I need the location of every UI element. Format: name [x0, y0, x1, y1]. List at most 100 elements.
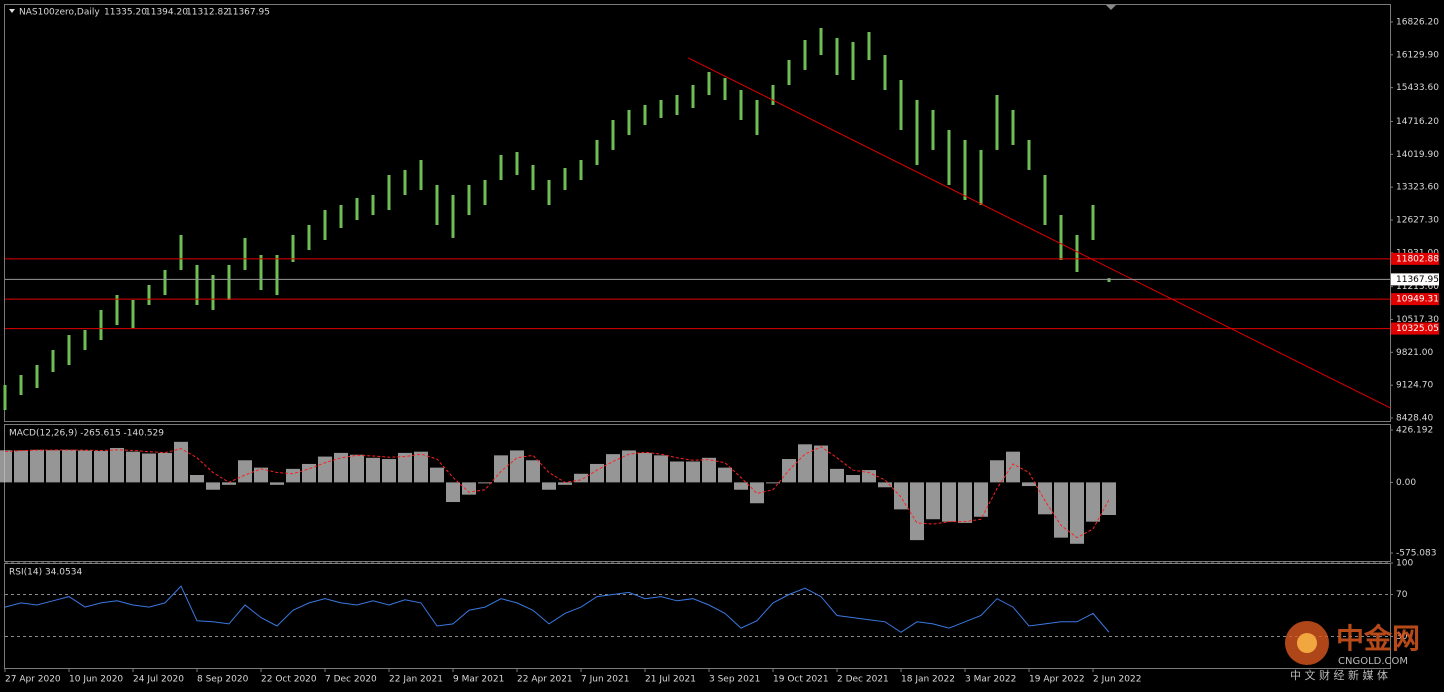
price-bar	[1027, 139, 1031, 170]
macd-bar	[990, 460, 1004, 483]
price-bar	[499, 154, 503, 181]
macd-bar	[286, 468, 300, 483]
macd-bar	[654, 455, 668, 483]
y-tick-label: 16129.90	[1396, 50, 1439, 60]
macd-bar	[30, 449, 44, 483]
price-bar	[403, 169, 407, 196]
macd-bar	[638, 452, 652, 483]
price-bar	[707, 71, 711, 95]
price-bar	[1043, 174, 1047, 226]
price-bar	[563, 167, 567, 191]
price-bar	[915, 99, 919, 165]
macd-bar	[0, 450, 12, 483]
y-tick-label: 14716.20	[1396, 117, 1439, 127]
macd-panel	[4, 424, 1391, 562]
price-bar	[19, 375, 23, 396]
price-bar	[163, 269, 167, 295]
macd-bar	[158, 452, 172, 483]
rsi-title: RSI(14) 34.0534	[9, 568, 82, 578]
macd-bar	[526, 460, 540, 483]
close: 11367.95	[227, 8, 270, 18]
macd-bar	[878, 482, 892, 488]
macd-bar	[574, 473, 588, 483]
current-price-tag	[1391, 273, 1439, 286]
price-bar	[179, 235, 183, 270]
price-bar	[899, 79, 903, 130]
y-tick-label: 12627.30	[1396, 215, 1439, 225]
macd-bar	[414, 451, 428, 483]
price-bar	[467, 185, 471, 216]
macd-bar	[718, 467, 732, 483]
macd-bar	[382, 459, 396, 483]
y-tick-label: 70	[1396, 590, 1408, 600]
level-tag	[1391, 322, 1439, 335]
x-tick-label: 19 Oct 2021	[773, 675, 829, 685]
macd-bar	[446, 482, 460, 503]
x-tick-label: 22 Jan 2021	[389, 675, 443, 685]
macd-bar	[270, 482, 284, 485]
price-bar	[99, 309, 103, 341]
price-bar	[67, 335, 71, 366]
y-tick-label: 15433.60	[1396, 83, 1439, 93]
price-bar	[387, 174, 391, 211]
macd-bar	[942, 482, 956, 522]
macd-bar	[14, 450, 28, 483]
x-tick-label: 18 Jan 2022	[901, 675, 955, 685]
price-bar	[515, 151, 519, 175]
macd-bar	[238, 460, 252, 483]
x-tick-label: 24 Jul 2020	[133, 675, 184, 685]
y-tick-label: 8428.40	[1396, 414, 1433, 424]
macd-bar	[1070, 482, 1084, 544]
x-tick-label: 9 Mar 2021	[453, 675, 504, 685]
x-tick-label: 3 Sep 2021	[709, 675, 760, 685]
level-tag	[1391, 252, 1439, 265]
x-tick-label: 10 Jun 2020	[69, 675, 123, 685]
x-tick-label: 2 Dec 2021	[837, 675, 889, 685]
price-bar	[867, 31, 871, 60]
x-tick-label: 2 Jun 2022	[1093, 675, 1141, 685]
price-bar	[739, 89, 743, 120]
macd-bar	[78, 450, 92, 483]
price-bar	[211, 274, 215, 310]
price-bar	[579, 159, 583, 181]
macd-bar	[734, 482, 748, 490]
y-tick-label: 100	[1396, 559, 1413, 569]
watermark: 中金网 CNGOLD.COM 中 文 财 经 新 媒 体	[1285, 621, 1420, 682]
price-bar	[371, 195, 375, 216]
level-label: 10949.31	[1396, 295, 1439, 305]
macd-bar	[798, 444, 812, 483]
x-tick-label: 7 Dec 2020	[325, 675, 377, 685]
rsi-line	[4, 585, 1110, 633]
current-price-label: 11367.95	[1396, 275, 1439, 285]
x-tick-label: 8 Sep 2020	[197, 675, 249, 685]
price-bar	[883, 54, 887, 90]
x-tick-label: 22 Apr 2021	[517, 675, 573, 685]
price-bar	[355, 197, 359, 221]
price-bar	[963, 139, 967, 201]
price-panel	[4, 4, 1391, 422]
price-bar	[979, 149, 983, 206]
price-bar	[83, 329, 87, 351]
slogan: 中 文 财 经 新 媒 体	[1290, 668, 1388, 682]
macd-bar	[814, 445, 828, 483]
price-bar	[931, 109, 935, 150]
menu-arrow[interactable]	[9, 9, 15, 13]
y-tick-label: 30	[1396, 632, 1408, 642]
macd-bar	[398, 452, 412, 483]
price-bar	[531, 164, 535, 191]
price-bar	[1059, 215, 1063, 260]
x-tick-label: 27 Apr 2020	[5, 675, 61, 685]
price-bar	[419, 159, 423, 191]
macd-bar	[846, 475, 860, 483]
trendline	[687, 57, 1391, 409]
price-bar	[51, 350, 55, 373]
macd-bar	[494, 455, 508, 483]
price-bar	[243, 237, 247, 270]
x-tick-label: 21 Jul 2021	[645, 675, 696, 685]
price-bar	[451, 195, 455, 238]
macd-bar	[894, 482, 908, 510]
macd-bar	[1086, 482, 1100, 522]
price-bar	[995, 94, 999, 150]
price-bar	[595, 139, 599, 165]
